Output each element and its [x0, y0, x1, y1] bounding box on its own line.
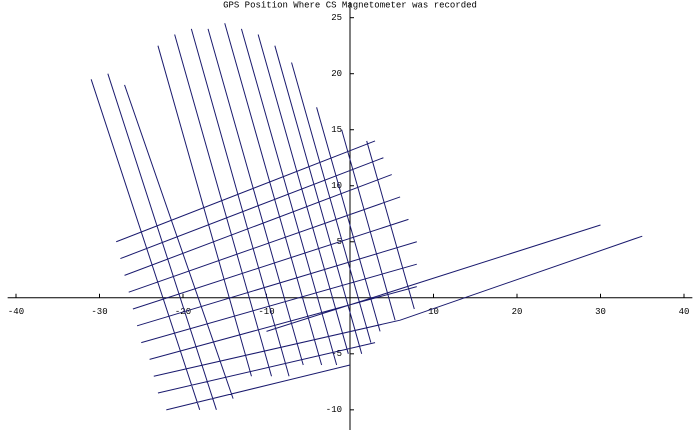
- x-tick-label: 30: [595, 307, 606, 317]
- x-tick-label: -40: [8, 307, 24, 317]
- x-tick-label: -10: [258, 307, 274, 317]
- y-tick-label: 15: [331, 125, 342, 135]
- x-tick-label: 40: [679, 307, 690, 317]
- x-tick-label: 20: [512, 307, 523, 317]
- track-line: [90, 23, 643, 411]
- y-tick-label: 10: [331, 181, 342, 191]
- x-tick-label: 10: [428, 307, 439, 317]
- y-tick-label: -10: [326, 405, 342, 415]
- y-tick-label: 25: [331, 13, 342, 23]
- y-tick-label: 20: [331, 69, 342, 79]
- y-tick-label: -5: [331, 349, 342, 359]
- x-tick-label: -30: [91, 307, 107, 317]
